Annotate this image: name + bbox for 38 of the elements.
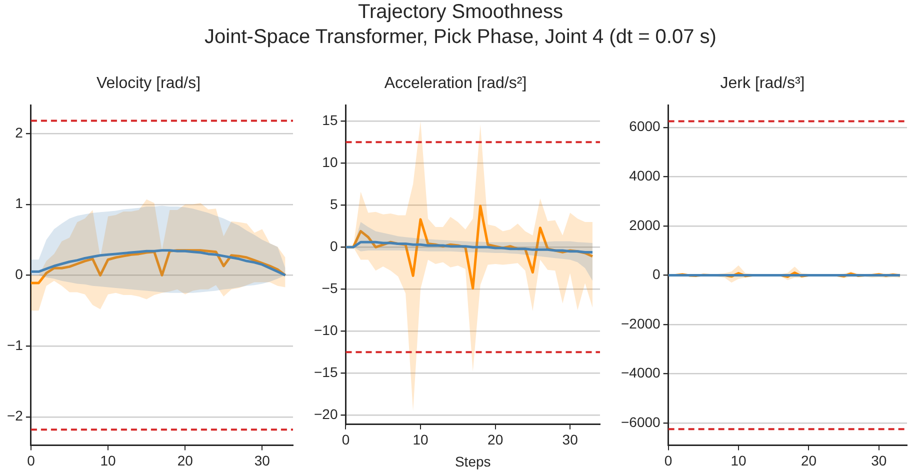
y-tick-label: 1 bbox=[15, 195, 24, 212]
x-tick-label: 20 bbox=[488, 432, 504, 448]
x-tick-label: 30 bbox=[871, 452, 887, 468]
y-tick-label: 0 bbox=[15, 266, 24, 282]
x-tick-label: 10 bbox=[730, 452, 747, 468]
y-tick-label: −2000 bbox=[620, 315, 661, 332]
chart-title: Acceleration [rad/s²] bbox=[384, 75, 527, 92]
y-tick-label: −1 bbox=[6, 336, 24, 353]
x-tick-label: 20 bbox=[177, 452, 194, 468]
y-tick-label: 5 bbox=[330, 196, 338, 212]
y-tick-label: 15 bbox=[322, 112, 338, 128]
x-tick-label: 30 bbox=[254, 452, 270, 468]
chart-title: Jerk [rad/s³] bbox=[720, 75, 805, 92]
y-tick-label: −15 bbox=[314, 364, 338, 380]
y-tick-label: 10 bbox=[322, 154, 338, 170]
y-tick-label: 4000 bbox=[629, 168, 661, 184]
x-tick-label: 0 bbox=[342, 432, 350, 448]
x-tick-label: 0 bbox=[27, 452, 36, 468]
y-tick-label: 2000 bbox=[629, 216, 661, 233]
text: Joint-Space Transformer, Pick Phase, Joint 4 (dt = 0.07 s) bbox=[204, 25, 718, 50]
x-tick-label: 0 bbox=[664, 452, 672, 468]
y-tick-label: −20 bbox=[314, 406, 338, 422]
y-tick-label: −2 bbox=[6, 408, 24, 424]
x-tick-label: 10 bbox=[412, 432, 429, 448]
x-tick-label: 30 bbox=[562, 432, 578, 448]
y-tick-label: 2 bbox=[15, 124, 24, 140]
y-tick-label: 0 bbox=[652, 266, 661, 282]
y-tick-label: −5 bbox=[322, 280, 338, 296]
y-tick-label: 6000 bbox=[629, 118, 661, 134]
y-tick-label: 0 bbox=[330, 238, 338, 254]
x-tick-label: 10 bbox=[100, 452, 116, 468]
x-tick-label: 20 bbox=[800, 452, 817, 468]
y-tick-label: −4000 bbox=[620, 364, 661, 381]
text: Trajectory Smoothness bbox=[357, 0, 564, 25]
y-tick-label: −6000 bbox=[620, 414, 661, 430]
chart-title: Velocity [rad/s] bbox=[96, 75, 201, 92]
x-axis-title: Steps bbox=[454, 453, 491, 470]
y-tick-label: −10 bbox=[314, 322, 338, 338]
